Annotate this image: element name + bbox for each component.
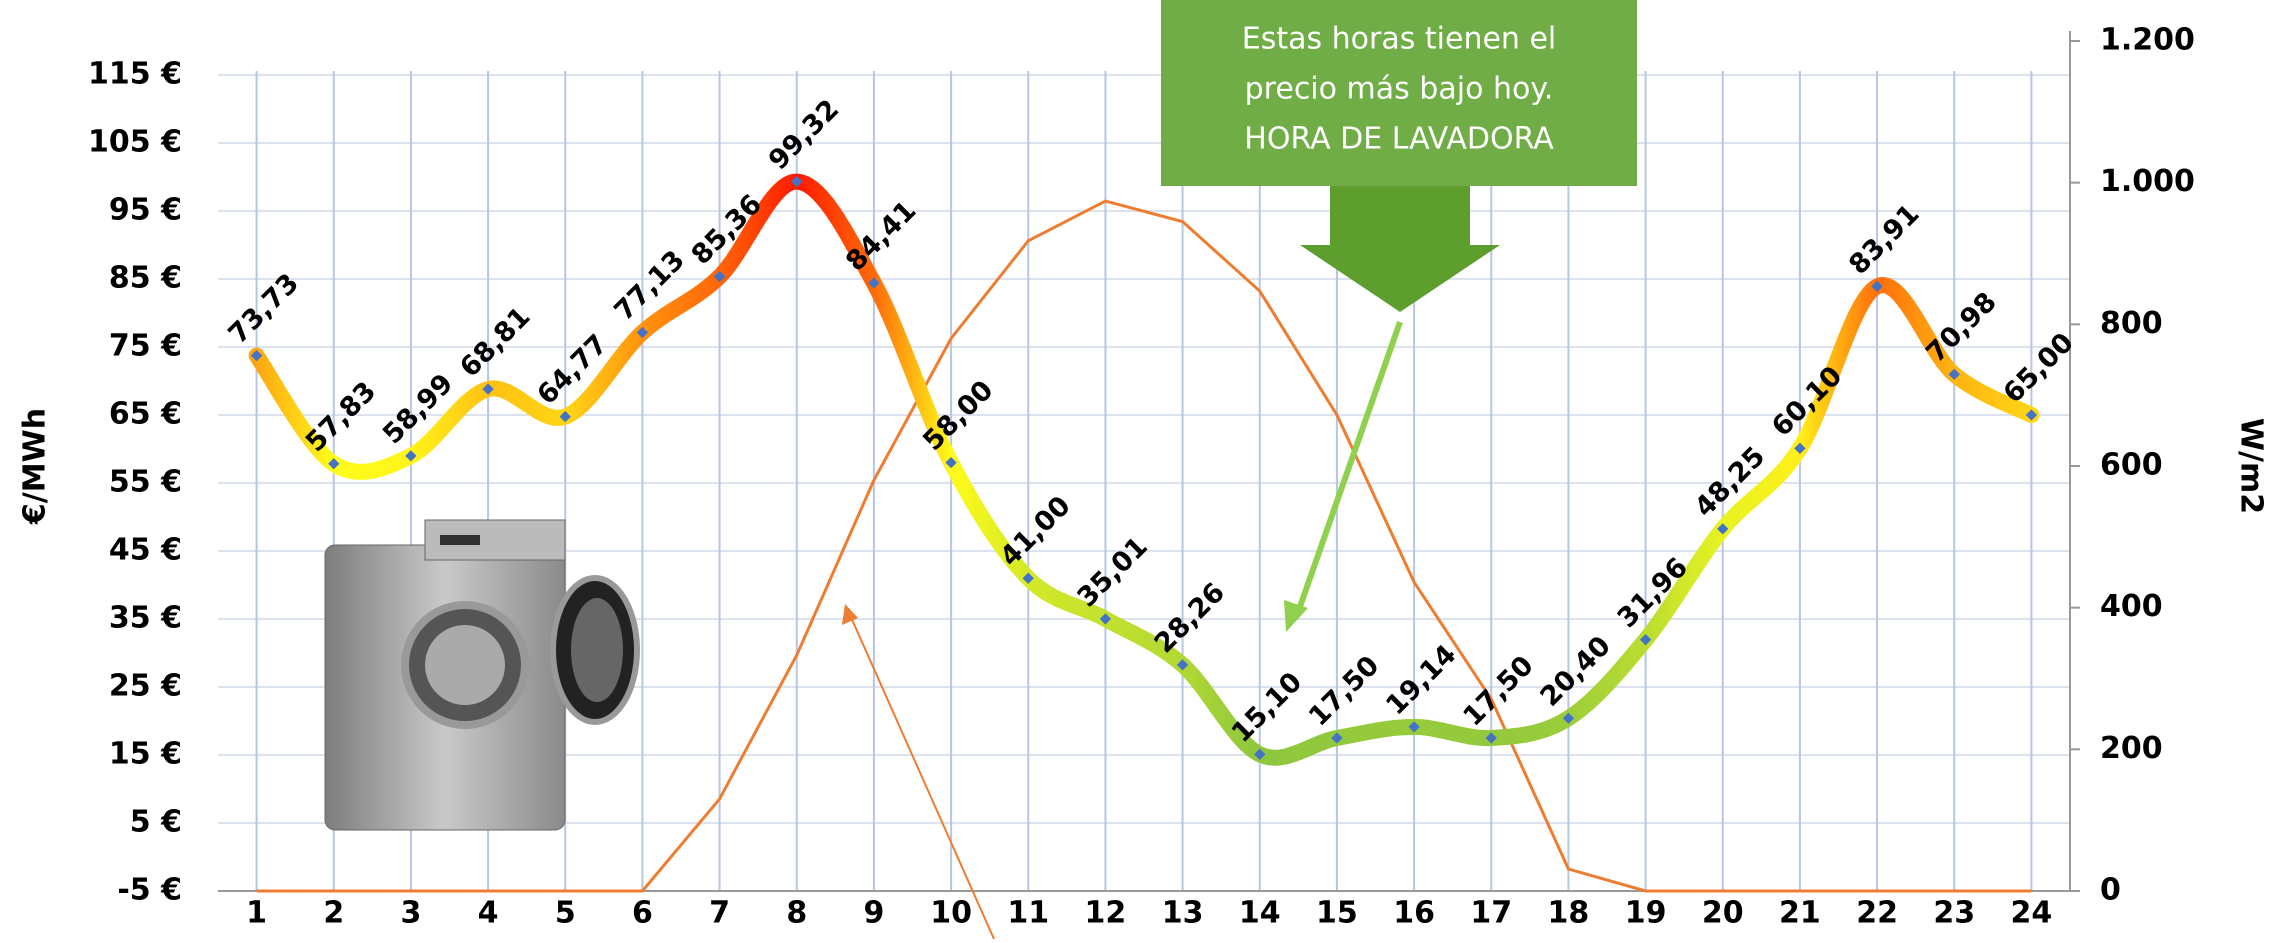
- x-tick-label: 17: [1470, 896, 1512, 931]
- value-label: 70,98: [1920, 286, 2002, 368]
- value-label: 58,99: [377, 368, 459, 450]
- y-tick-label: 35 €: [109, 601, 182, 636]
- x-tick-label: 9: [863, 896, 884, 931]
- value-label: 35,01: [1072, 531, 1154, 613]
- y-axis-title: €/MWh: [18, 408, 53, 525]
- y-tick-label: 5 €: [130, 805, 182, 840]
- x-tick-label: 18: [1548, 896, 1590, 931]
- y2-tick-label: 1.200: [2100, 23, 2195, 58]
- value-label: 17,50: [1457, 650, 1539, 732]
- price-marker: [1099, 613, 1112, 625]
- price-marker: [2025, 409, 2038, 421]
- x-tick-label: 22: [1856, 896, 1898, 931]
- callout-text: Estas horas tienen el: [1242, 22, 1557, 57]
- price-marker: [1639, 634, 1652, 646]
- x-tick-label: 12: [1085, 896, 1127, 931]
- value-label: 17,50: [1303, 650, 1385, 732]
- price-marker: [1717, 523, 1729, 535]
- price-marker: [1176, 659, 1189, 671]
- price-marker: [1948, 368, 1960, 380]
- x-tick-label: 3: [400, 896, 421, 931]
- y-tick-label: 85 €: [109, 261, 182, 296]
- x-tick-label: 13: [1162, 896, 1204, 931]
- x-tick-label: 5: [555, 896, 576, 931]
- value-label: 99,32: [763, 94, 845, 176]
- y2-tick-label: 1.000: [2100, 164, 2195, 199]
- callout: [842, 0, 1637, 940]
- y2-tick-label: 600: [2100, 448, 2163, 483]
- price-marker: [1871, 280, 1883, 293]
- washing-machine: [324, 519, 640, 831]
- irradiance-line: [256, 199, 2032, 893]
- price-marker: [945, 456, 957, 469]
- y2-axis-title: W/m2: [2234, 418, 2269, 514]
- y-tick-label: 75 €: [109, 329, 182, 364]
- x-tick-label: 23: [1933, 896, 1975, 931]
- y-tick-label: 25 €: [109, 669, 182, 704]
- callout-text: HORA DE LAVADORA: [1244, 122, 1554, 157]
- price-marker: [405, 450, 417, 462]
- y2-tick-label: 200: [2100, 731, 2163, 766]
- y-tick-label: -5 €: [117, 873, 182, 908]
- price-marker: [559, 410, 571, 423]
- value-label: 41,00: [994, 490, 1076, 572]
- price-marker: [713, 270, 726, 283]
- value-label: 15,10: [1226, 666, 1308, 748]
- x-tick-label: 21: [1779, 896, 1821, 931]
- value-label: 68,81: [454, 301, 536, 383]
- x-tick-label: 1: [246, 896, 267, 931]
- x-tick-label: 7: [709, 896, 730, 931]
- price-marker: [1485, 732, 1497, 744]
- price-marker: [1022, 572, 1034, 584]
- price-marker: [1331, 732, 1343, 744]
- x-tick-label: 8: [786, 896, 807, 931]
- price-marker: [328, 458, 340, 470]
- y-tick-label: 65 €: [109, 397, 182, 432]
- price-marker: [636, 326, 649, 339]
- value-label: 20,40: [1535, 630, 1617, 712]
- x-tick-label: 16: [1393, 896, 1435, 931]
- price-marker: [482, 383, 494, 395]
- value-label: 57,83: [300, 376, 382, 458]
- y2-tick-label: 0: [2100, 873, 2121, 908]
- x-tick-label: 19: [1625, 896, 1667, 931]
- price-marker: [1408, 721, 1420, 733]
- x-tick-label: 15: [1316, 896, 1358, 931]
- y-tick-label: 115 €: [88, 57, 182, 92]
- callout-text: precio más bajo hoy.: [1245, 72, 1554, 107]
- y-tick-label: 105 €: [88, 125, 182, 160]
- x-tick-label: 11: [1007, 896, 1049, 931]
- x-tick-label: 10: [930, 896, 972, 931]
- y-tick-label: 45 €: [109, 533, 182, 568]
- value-label: 19,14: [1380, 639, 1462, 721]
- price-marker: [791, 175, 803, 188]
- y2-tick-label: 800: [2100, 306, 2163, 341]
- y-tick-label: 55 €: [109, 465, 182, 500]
- price-marker: [1794, 442, 1806, 454]
- y-tick-label: 95 €: [109, 193, 182, 228]
- price-marker: [1562, 712, 1575, 724]
- price-marker: [1254, 748, 1266, 760]
- x-tick-label: 6: [632, 896, 653, 931]
- x-tick-label: 4: [478, 896, 499, 931]
- x-tick-label: 20: [1702, 896, 1744, 931]
- value-label: 65,00: [1998, 327, 2080, 409]
- value-label: 73,73: [223, 268, 305, 350]
- y2-tick-label: 400: [2100, 589, 2163, 624]
- price-marker: [868, 277, 880, 289]
- x-tick-label: 14: [1239, 896, 1281, 931]
- x-tick-label: 2: [323, 896, 344, 931]
- y-tick-label: 15 €: [109, 737, 182, 772]
- x-tick-label: 24: [2011, 896, 2053, 931]
